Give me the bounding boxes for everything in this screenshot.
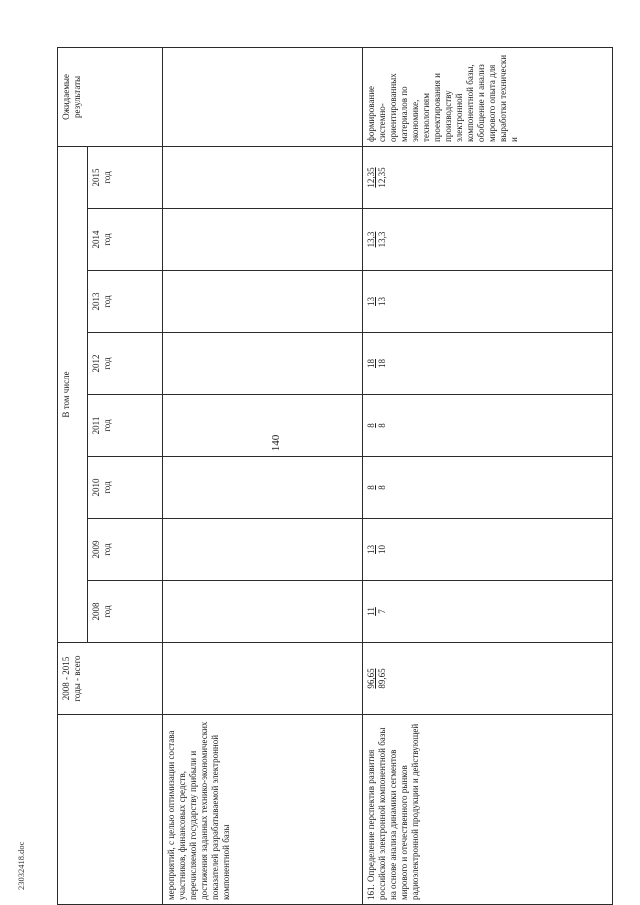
activity-161-cell: 161. Определение перспектив развития рос… [362, 714, 613, 905]
value-2013-top: 13 [366, 297, 376, 306]
value-2009-cell: 13 10 [362, 518, 613, 581]
value-2012-top: 18 [366, 359, 376, 368]
value-2008-bottom: 7 [377, 609, 387, 614]
year-2014-header: 2014 год [87, 208, 163, 271]
continuation-2008-cell [162, 580, 363, 643]
value-2010-top: 8 [366, 485, 376, 490]
year-2011-header: 2011 год [87, 394, 163, 457]
year-2013-number: 2013 [91, 292, 101, 311]
year-2015-header: 2015 год [87, 146, 163, 209]
value-2009-top: 13 [366, 545, 376, 554]
value-2011-cell: 8 8 [362, 394, 613, 457]
total-value-top: 96,65 [366, 668, 376, 689]
year-2012-number: 2012 [91, 354, 101, 373]
rotated-table-container: 2008 - 2015 годы - всего В том числе Ожи… [57, 47, 613, 905]
continuation-2014-cell [162, 208, 363, 271]
header-row-1: 2008 - 2015 годы - всего В том числе Ожи… [57, 47, 163, 905]
in-total-span-header: В том числе [57, 146, 88, 643]
total-value-bottom: 89,65 [377, 668, 387, 689]
value-2012-bottom: 18 [377, 359, 387, 368]
value-2014-top: 13,3 [366, 231, 376, 248]
continuation-2012-cell [162, 332, 363, 395]
value-2010-cell: 8 8 [362, 456, 613, 519]
year-2008-header: 2008 год [87, 580, 163, 643]
total-col-header: 2008 - 2015 годы - всего [57, 642, 163, 715]
value-2013-bottom: 13 [377, 297, 387, 306]
value-2010-bottom: 8 [377, 485, 387, 490]
continuation-2013-cell [162, 270, 363, 333]
continuation-2010-cell [162, 456, 363, 519]
value-2014-cell: 13,3 13,3 [362, 208, 613, 271]
year-2011-unit: год [102, 419, 112, 432]
total-value-cell: 96,65 89,65 [362, 642, 613, 715]
continuation-total-cell [162, 642, 363, 715]
continuation-2015-cell [162, 146, 363, 209]
year-2012-unit: год [102, 357, 112, 370]
year-2011-number: 2011 [91, 416, 101, 435]
continuation-results-cell [162, 47, 363, 147]
activity-continuation-cell: мероприятий, с целью оптимизации состава… [162, 714, 363, 905]
year-2010-header: 2010 год [87, 456, 163, 519]
value-2011-bottom: 8 [377, 423, 387, 428]
results-161-cell: формирование системно-ориентированных ма… [362, 47, 613, 147]
year-2009-number: 2009 [91, 540, 101, 559]
year-2013-header: 2013 год [87, 270, 163, 333]
value-2015-top: 12,35 [366, 167, 376, 188]
program-activities-table: 2008 - 2015 годы - всего В том числе Ожи… [57, 47, 613, 905]
year-2008-unit: год [102, 605, 112, 618]
row-item-161: 161. Определение перспектив развития рос… [362, 47, 613, 905]
results-col-header: Ожидаемые результаты [57, 47, 163, 147]
year-2014-number: 2014 [91, 230, 101, 249]
year-2010-unit: год [102, 481, 112, 494]
value-2013-cell: 13 13 [362, 270, 613, 333]
year-2009-header: 2009 год [87, 518, 163, 581]
year-2015-unit: год [102, 171, 112, 184]
value-2014-bottom: 13,3 [377, 231, 387, 248]
value-2008-top: 11 [366, 607, 376, 616]
document-filename-stamp: 23032418.doc [16, 841, 26, 890]
value-2009-bottom: 10 [377, 545, 387, 554]
year-2008-number: 2008 [91, 602, 101, 621]
row-continuation: мероприятий, с целью оптимизации состава… [162, 47, 363, 905]
year-2009-unit: год [102, 543, 112, 556]
continuation-2009-cell [162, 518, 363, 581]
value-2015-cell: 12,35 12,35 [362, 146, 613, 209]
year-2015-number: 2015 [91, 168, 101, 187]
activity-col-header [57, 714, 163, 905]
value-2008-cell: 11 7 [362, 580, 613, 643]
value-2012-cell: 18 18 [362, 332, 613, 395]
continuation-2011-cell [162, 394, 363, 457]
year-2012-header: 2012 год [87, 332, 163, 395]
year-2010-number: 2010 [91, 478, 101, 497]
year-2013-unit: год [102, 295, 112, 308]
year-2014-unit: год [102, 233, 112, 246]
value-2011-top: 8 [366, 423, 376, 428]
value-2015-bottom: 12,35 [377, 167, 387, 188]
